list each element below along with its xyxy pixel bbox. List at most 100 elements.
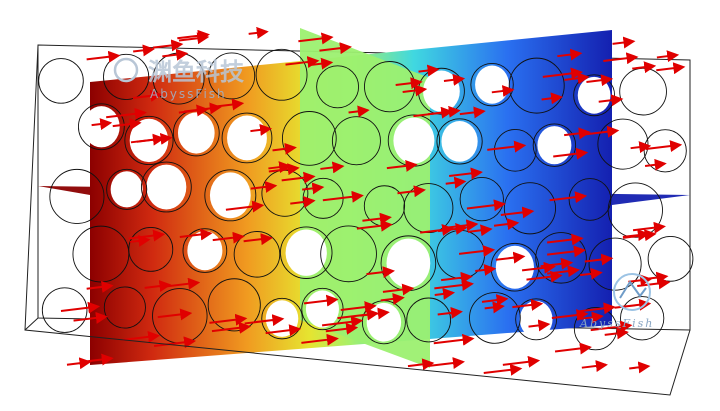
- arrow: [250, 123, 273, 136]
- arrow: [66, 357, 92, 370]
- arrow: [337, 308, 380, 321]
- arrow: [144, 280, 172, 292]
- sphere: [38, 58, 84, 104]
- sphere: [77, 103, 125, 151]
- arrow: [551, 309, 589, 321]
- arrow: [554, 342, 592, 355]
- arrow: [177, 29, 211, 42]
- watermark-brand: AbyssFish: [150, 87, 227, 101]
- arrow: [265, 324, 302, 337]
- arrow: [83, 353, 114, 366]
- arrow: [122, 330, 161, 343]
- sphere: [647, 236, 694, 282]
- arrow: [612, 36, 636, 49]
- arrow: [500, 206, 535, 219]
- arrow: [630, 141, 652, 154]
- arrow: [130, 133, 165, 146]
- arrow: [622, 229, 657, 242]
- arrow: [656, 62, 686, 75]
- arrow: [382, 283, 415, 296]
- arrow: [632, 221, 666, 234]
- arrow: [91, 118, 113, 131]
- arrow: [302, 182, 325, 195]
- arrow: [250, 180, 278, 193]
- watermark-icon: [113, 57, 139, 83]
- arrow: [340, 301, 377, 314]
- arrow: [243, 233, 273, 246]
- arrow: [132, 89, 163, 102]
- arrow: [547, 245, 586, 258]
- arrow: [547, 233, 584, 246]
- arrow: [645, 140, 683, 153]
- arrow: [268, 161, 292, 174]
- arrow: [642, 271, 669, 284]
- arrow: [579, 311, 604, 324]
- watermark: 渊鱼科技 AbyssFish: [113, 57, 245, 101]
- arrow: [440, 271, 473, 284]
- arrow: [586, 74, 614, 87]
- sphere: [207, 278, 261, 332]
- sphere: [279, 226, 333, 279]
- arrow: [157, 308, 193, 321]
- sphere: [281, 111, 337, 166]
- arrow: [356, 219, 393, 232]
- arrow: [153, 336, 197, 349]
- arrow: [495, 251, 526, 264]
- arrow: [244, 314, 285, 327]
- arrow: [526, 270, 563, 283]
- arrow: [301, 333, 339, 346]
- sphere: [103, 53, 150, 101]
- hole: [441, 121, 478, 162]
- logo-icon: [613, 273, 651, 311]
- arrow: [152, 39, 184, 52]
- arrow: [437, 222, 468, 235]
- sphere: [568, 178, 612, 221]
- sphere: [620, 296, 665, 341]
- sphere: [140, 161, 192, 213]
- velocity-arrows: [60, 26, 686, 376]
- arrow: [637, 277, 671, 290]
- arrow: [366, 266, 395, 279]
- hole: [366, 302, 402, 342]
- spheres: [38, 48, 694, 351]
- sphere: [469, 292, 521, 344]
- hole: [305, 290, 339, 328]
- sphere: [493, 128, 537, 172]
- arrow: [281, 171, 316, 184]
- hole: [393, 117, 435, 164]
- arrow: [427, 357, 465, 369]
- arrow: [418, 64, 440, 77]
- arrow: [303, 294, 339, 307]
- sphere: [41, 287, 88, 333]
- arrow: [467, 224, 493, 237]
- arrow: [298, 32, 334, 45]
- arrow: [325, 322, 359, 335]
- sphere: [406, 297, 452, 343]
- logo: AbyssFish: [579, 273, 652, 330]
- arrow: [629, 361, 651, 374]
- arrow: [458, 245, 496, 257]
- arrow: [541, 92, 564, 105]
- arrow: [542, 67, 584, 80]
- arrow: [73, 311, 108, 324]
- arrow: [512, 298, 544, 311]
- sphere: [316, 65, 360, 109]
- arrow: [407, 358, 435, 371]
- sphere: [233, 231, 281, 278]
- arrow: [106, 107, 147, 120]
- arrow: [434, 279, 474, 292]
- arrow: [491, 85, 515, 97]
- hole: [495, 245, 534, 289]
- sphere: [331, 116, 381, 166]
- arrow: [656, 50, 680, 63]
- arrow: [604, 327, 629, 340]
- arrow: [549, 191, 588, 204]
- arrow: [129, 234, 151, 247]
- arrow: [211, 321, 252, 334]
- sphere: [124, 115, 174, 166]
- arrow: [178, 104, 209, 117]
- arrow: [380, 293, 405, 305]
- arrow: [86, 50, 121, 63]
- arrow: [290, 196, 316, 208]
- arrow: [210, 98, 245, 111]
